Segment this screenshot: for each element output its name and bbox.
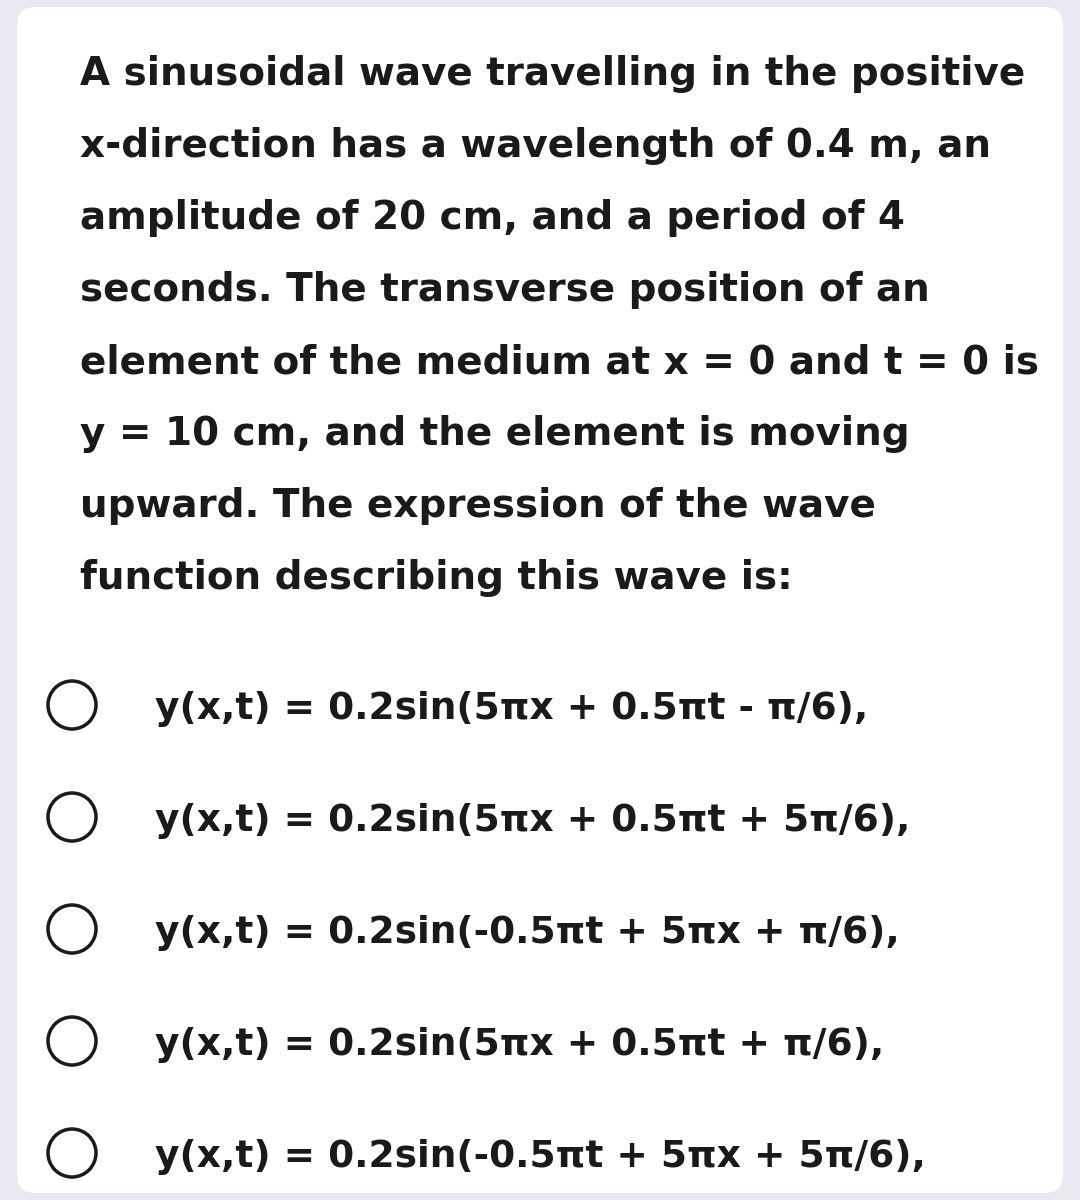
Text: element of the medium at x = 0 and t = 0 is: element of the medium at x = 0 and t = 0…: [80, 343, 1039, 382]
Ellipse shape: [48, 1129, 96, 1177]
Ellipse shape: [48, 1018, 96, 1066]
Text: y(x,t) = 0.2sin(5πx + 0.5πt + 5π/6),: y(x,t) = 0.2sin(5πx + 0.5πt + 5π/6),: [156, 803, 910, 839]
Text: y(x,t) = 0.2sin(-0.5πt + 5πx + π/6),: y(x,t) = 0.2sin(-0.5πt + 5πx + π/6),: [156, 914, 900, 950]
Text: A sinusoidal wave travelling in the positive: A sinusoidal wave travelling in the posi…: [80, 55, 1025, 92]
Text: amplitude of 20 cm, and a period of 4: amplitude of 20 cm, and a period of 4: [80, 199, 905, 236]
Text: y(x,t) = 0.2sin(-0.5πt + 5πx + 5π/6),: y(x,t) = 0.2sin(-0.5πt + 5πx + 5π/6),: [156, 1139, 926, 1175]
Ellipse shape: [48, 905, 96, 953]
Ellipse shape: [48, 680, 96, 728]
Text: seconds. The transverse position of an: seconds. The transverse position of an: [80, 271, 930, 308]
Text: x-direction has a wavelength of 0.4 m, an: x-direction has a wavelength of 0.4 m, a…: [80, 127, 991, 164]
Text: y(x,t) = 0.2sin(5πx + 0.5πt + π/6),: y(x,t) = 0.2sin(5πx + 0.5πt + π/6),: [156, 1027, 885, 1063]
Text: y = 10 cm, and the element is moving: y = 10 cm, and the element is moving: [80, 415, 909, 452]
Ellipse shape: [48, 793, 96, 841]
Text: y(x,t) = 0.2sin(5πx + 0.5πt - π/6),: y(x,t) = 0.2sin(5πx + 0.5πt - π/6),: [156, 691, 868, 727]
Text: function describing this wave is:: function describing this wave is:: [80, 559, 793, 596]
Text: upward. The expression of the wave: upward. The expression of the wave: [80, 487, 876, 526]
FancyBboxPatch shape: [17, 7, 1063, 1193]
